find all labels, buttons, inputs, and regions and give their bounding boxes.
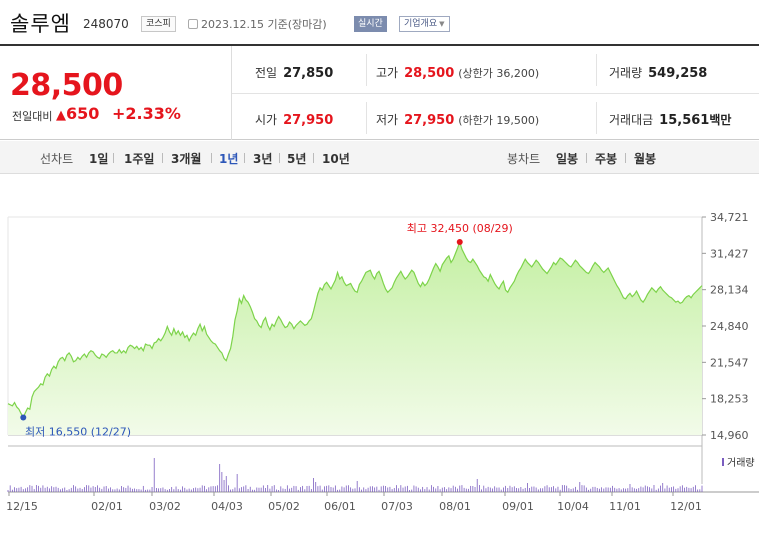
change-percent: +2.33% [112,104,181,123]
x-tick-label: 04/03 [211,500,243,513]
x-tick-label: 12/01 [670,500,702,513]
y-tick-label: 24,840 [710,320,749,333]
min-point [20,414,27,421]
stat-volume: 거래량 549,258 [609,64,707,81]
candle-chart-title: 봉차트 [507,152,541,166]
period-1w[interactable]: 1주일 [124,152,155,166]
stat-low: 저가 27,950 (하한가 19,500) [376,111,539,128]
x-axis-ticks: 12/15 02/01 03/02 04/03 05/02 06/01 07/03 08/01… [6,492,702,513]
x-tick-label: 06/01 [324,500,356,513]
stat-high-value: 28,500 [404,66,455,81]
stat-amount-value: 15,561 [659,113,710,128]
x-tick-label: 07/03 [381,500,413,513]
price-chart: 34,721 31,427 28,134 24,840 21,547 18,253 14,9… [0,174,759,529]
y-tick-label: 14,960 [710,429,749,442]
stat-low-value: 27,950 [404,113,455,128]
market-badge: 코스피 [141,16,176,32]
y-tick-label: 34,721 [710,211,749,224]
period-1d[interactable]: 1일 [89,152,109,166]
period-toolbar: 선차트 1일 1주일 3개월 1년 3년 5년 10년 봉차트 일봉 주봉 월봉 [0,141,759,174]
summary-col-divider [366,102,367,134]
period-separator [586,153,587,163]
y-axis-ticks: 34,721 31,427 28,134 24,840 21,547 18,253 14,9… [702,211,749,442]
period-separator [211,153,212,163]
x-tick-label: 02/01 [91,500,123,513]
period-separator [162,153,163,163]
candle-daily[interactable]: 일봉 [556,152,579,166]
summary-col-divider [596,54,597,86]
period-5y[interactable]: 5년 [287,152,307,166]
x-tick-label: 08/01 [439,500,471,513]
x-tick-label: 10/04 [557,500,589,513]
stat-low-limit: (하한가 19,500) [458,114,540,127]
price-line [7,240,703,419]
line-chart-title: 선차트 [40,152,74,166]
current-price: 28,500 [10,68,123,103]
stat-prev-label: 전일 [255,66,278,80]
up-triangle-icon: ▲ [56,108,66,123]
volume-legend-swatch [722,458,724,466]
y-tick-label: 18,253 [710,393,749,406]
x-tick-label: 05/02 [268,500,300,513]
max-point [456,239,463,246]
stat-open-value: 27,950 [283,113,334,128]
current-price-box: 28,500 전일대비 ▲650 +2.33% [0,46,232,140]
period-separator [313,153,314,163]
stat-amount-unit: 백만 [709,113,732,127]
min-label: 최저 16,550 (12/27) [25,425,131,438]
realtime-button[interactable]: 실시간 [354,16,387,32]
stat-volume-label: 거래량 [609,66,643,80]
clock-icon [188,19,198,29]
summary-col-divider [366,54,367,86]
candle-weekly[interactable]: 주봉 [595,152,618,166]
x-tick-label: 11/01 [609,500,641,513]
x-tick-label: 09/01 [502,500,534,513]
max-label: 최고 32,450 (08/29) [407,222,513,235]
stat-amount: 거래대금 15,561백만 [609,111,731,128]
period-10y[interactable]: 10년 [322,152,350,166]
stat-high-limit: (상한가 36,200) [458,67,540,80]
price-chart-svg: 34,721 31,427 28,134 24,840 21,547 18,253 14,9… [6,211,759,513]
period-3m[interactable]: 3개월 [171,152,202,166]
stat-open: 시가 27,950 [255,111,333,128]
stock-code: 248070 [83,17,129,31]
period-1y[interactable]: 1년 [219,152,239,166]
stock-name: 솔루엠 [10,12,71,36]
stock-header: 솔루엠 248070 코스피 2023.12.15 기준(장마감) 실시간 기업… [0,0,759,44]
extreme-markers: 최고 32,450 (08/29) 최저 16,550 (12/27) [20,222,513,438]
stat-amount-label: 거래대금 [609,113,654,127]
stat-high: 고가 28,500 (상한가 36,200) [376,64,539,81]
period-separator [113,153,114,163]
date-info: 2023.12.15 기준(장마감) [188,16,327,32]
volume-legend-label: 거래량 [727,457,755,469]
x-tick-label: 12/15 [6,500,38,513]
price-summary: 28,500 전일대비 ▲650 +2.33% 전일 27,850 고가 28,50… [0,44,759,140]
volume-bars: 거래량 [7,457,755,492]
change-label: 전일대비 [12,110,53,123]
candle-monthly[interactable]: 월봉 [634,152,657,166]
y-tick-label: 31,427 [710,247,749,260]
summary-col-divider [596,102,597,134]
y-tick-label: 28,134 [710,284,749,297]
summary-row-divider [232,93,759,94]
stat-volume-value: 549,258 [648,66,708,81]
company-overview-label: 기업개요 [404,19,438,29]
x-tick-label: 03/02 [149,500,181,513]
stat-open-label: 시가 [255,113,278,127]
period-separator [625,153,626,163]
stat-prev: 전일 27,850 [255,64,333,81]
stat-prev-value: 27,850 [283,66,334,81]
date-text: 2023.12.15 기준(장마감) [201,18,327,31]
y-tick-label: 21,547 [710,356,749,369]
change-amount: 650 [66,104,100,123]
price-area [8,242,702,435]
period-separator [279,153,280,163]
stat-low-label: 저가 [376,113,399,127]
company-overview-button[interactable]: 기업개요 ▼ [399,16,450,32]
change-value: ▲650 [56,104,99,123]
caret-down-icon: ▼ [439,20,445,28]
period-3y[interactable]: 3년 [253,152,273,166]
stat-high-label: 고가 [376,66,399,80]
period-separator [244,153,245,163]
